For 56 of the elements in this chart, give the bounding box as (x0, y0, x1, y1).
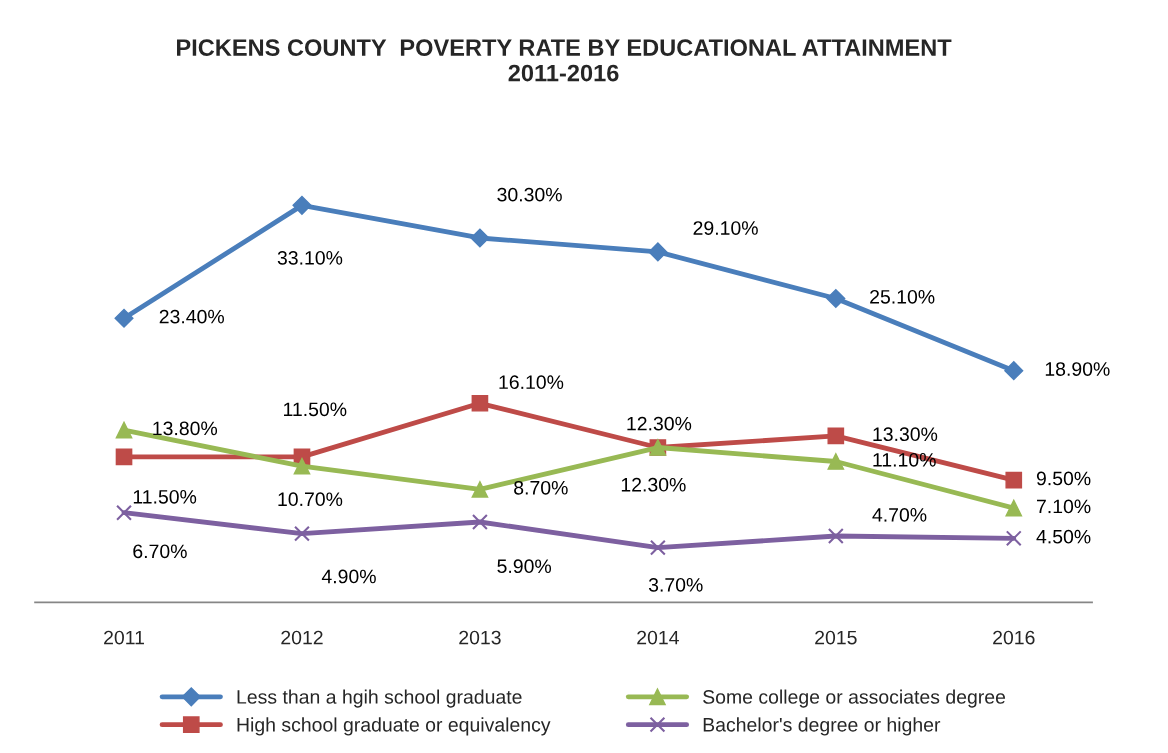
x-tick-label: 2012 (281, 630, 323, 645)
point (115, 448, 133, 466)
data-label: 9.50% (1036, 471, 1091, 486)
data-label: 7.10% (1037, 499, 1091, 514)
point (292, 195, 312, 215)
legend-label: Less than a hgih school graduate (237, 689, 522, 708)
data-label: 23.40% (159, 309, 224, 324)
x-tick-label: 2014 (637, 630, 679, 645)
data-label: 3.70% (648, 577, 703, 592)
point (1005, 471, 1023, 489)
point (1005, 530, 1022, 547)
data-label: 12.30% (621, 477, 686, 492)
point (1004, 361, 1024, 381)
x-tick-label: 2015 (815, 630, 857, 645)
point (649, 539, 666, 556)
data-label: 4.50% (1036, 529, 1091, 544)
point (471, 481, 489, 498)
data-label: 33.10% (277, 250, 343, 265)
x-tick-label: 2013 (459, 630, 501, 645)
data-label: 11.50% (133, 489, 197, 504)
point (115, 421, 133, 439)
data-label: 25.10% (870, 289, 935, 304)
point (293, 525, 310, 542)
point (293, 457, 311, 475)
data-label: 18.90% (1045, 362, 1110, 376)
point (827, 427, 845, 445)
data-label: 8.70% (514, 480, 568, 495)
point (1005, 499, 1023, 517)
data-label: 10.70% (278, 492, 343, 507)
data-label: 5.90% (497, 559, 552, 574)
chart-title: PICKENS COUNTY POVERTY RATE BY EDUCATIONAL ATTAINMENT 2011-2016 (177, 39, 952, 82)
point (114, 308, 134, 328)
point (470, 228, 490, 248)
data-label: 29.10% (693, 221, 758, 235)
data-label: 12.30% (627, 416, 692, 431)
x-tick-label: 2016 (993, 630, 1035, 645)
point (471, 394, 489, 412)
data-label: 11.10% (873, 452, 936, 467)
point (471, 514, 488, 531)
data-label: 30.30% (497, 187, 562, 202)
data-label: 13.30% (873, 427, 938, 442)
data-label: 4.90% (321, 569, 376, 584)
point (827, 453, 845, 470)
data-label: 13.80% (153, 421, 218, 436)
x-tick-label: 2011 (104, 630, 144, 645)
point (826, 288, 846, 309)
point (827, 528, 844, 544)
data-label: 4.70% (872, 508, 927, 522)
data-label: 16.10% (499, 375, 564, 390)
data-label: 11.50% (284, 402, 347, 417)
legend-label: Some college or associates degree (703, 689, 1006, 708)
data-label: 6.70% (133, 544, 187, 559)
legend-label: High school graduate or equivalency (237, 717, 551, 736)
point (648, 242, 668, 262)
point (116, 504, 132, 521)
legend-label: Bachelor's degree or higher (703, 717, 941, 736)
